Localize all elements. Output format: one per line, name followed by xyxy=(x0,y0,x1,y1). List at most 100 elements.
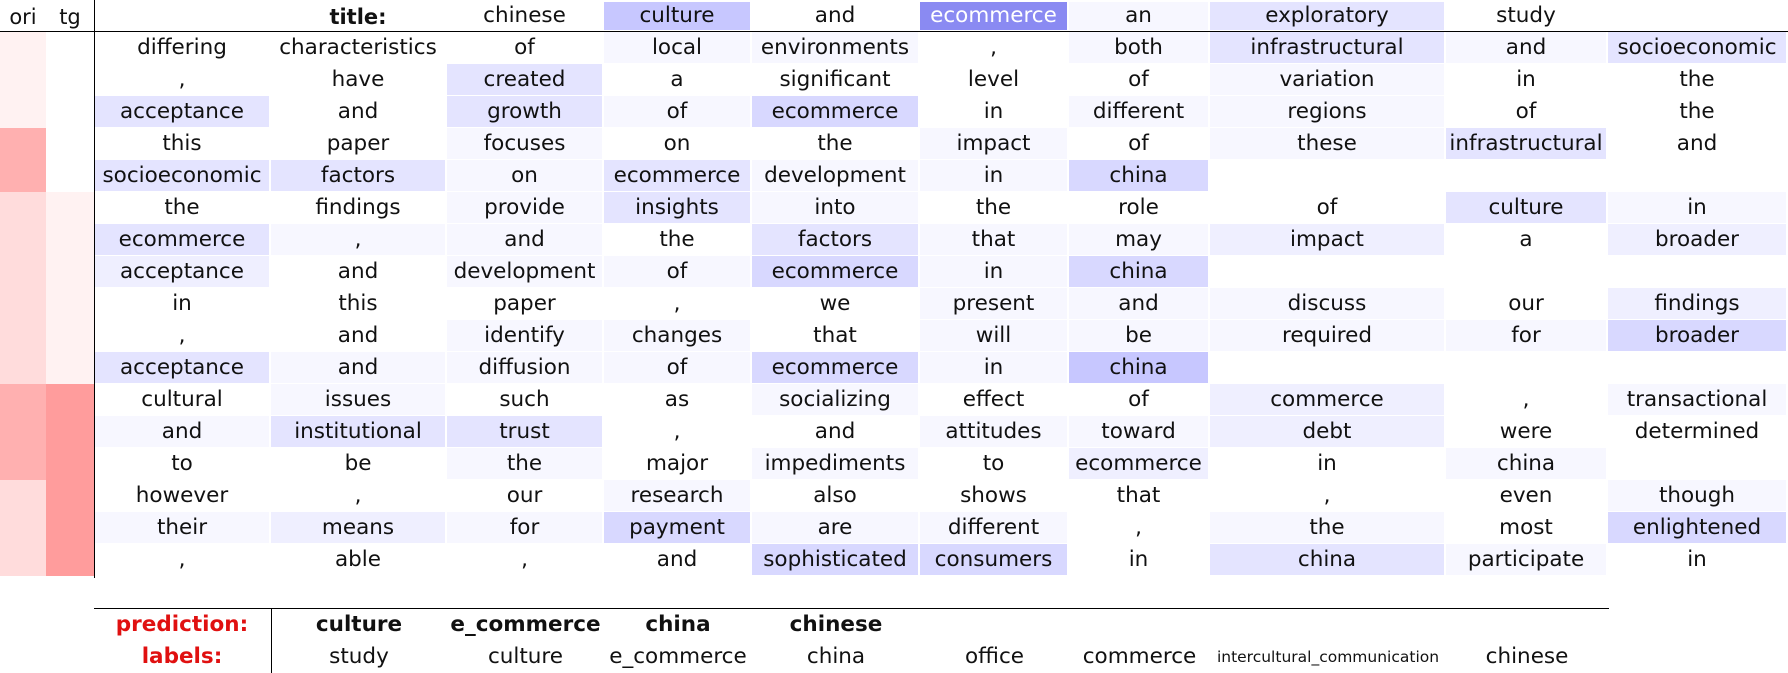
token-cell: , xyxy=(1446,384,1606,415)
token-cell: in xyxy=(1446,64,1606,95)
token-cell: and xyxy=(1446,32,1606,63)
label-item: chinese xyxy=(1485,644,1569,669)
strip-cell-ori xyxy=(0,448,46,480)
token-cell: role xyxy=(1069,192,1208,223)
token-cell: sophisticated xyxy=(752,544,918,575)
strip-cell-tg xyxy=(46,416,94,448)
token-cell: issues xyxy=(271,384,445,415)
token-cell: be xyxy=(271,448,445,479)
token-cell: in xyxy=(1210,448,1444,479)
token-cell: in xyxy=(920,352,1067,383)
token-cell xyxy=(1210,352,1444,383)
token-cell: on xyxy=(447,160,602,191)
token-cell: socializing xyxy=(752,384,918,415)
token-cell: development xyxy=(752,160,918,191)
token-cell: their xyxy=(95,512,269,543)
token-cell: of xyxy=(1069,384,1208,415)
label-item: e_commerce xyxy=(609,644,747,669)
token-cell xyxy=(1446,256,1606,287)
token-cell: , xyxy=(271,480,445,511)
token-cell: factors xyxy=(271,160,445,191)
strip-cell-ori xyxy=(0,320,46,352)
token-cell: the xyxy=(447,448,602,479)
strip-cell-ori xyxy=(0,384,46,416)
title-label: title: xyxy=(329,5,387,29)
token-cell: , xyxy=(1069,512,1208,543)
token-cell: and xyxy=(271,256,445,287)
label-item: intercultural_communication xyxy=(1216,648,1440,666)
strip-cell-tg xyxy=(46,96,94,128)
token-cell: impact xyxy=(920,128,1067,159)
token-cell: are xyxy=(752,512,918,543)
strip-cell-tg xyxy=(46,544,94,576)
prediction-item: china xyxy=(645,612,711,637)
token-cell: and xyxy=(604,544,750,575)
token-cell: the xyxy=(1608,64,1786,95)
label-item: study xyxy=(329,644,389,669)
token-cell: characteristics xyxy=(271,32,445,63)
token-cell: cultural xyxy=(95,384,269,415)
token-cell: insights xyxy=(604,192,750,223)
token-cell xyxy=(1210,160,1444,191)
token-cell: impact xyxy=(1210,224,1444,255)
title-token: study xyxy=(1446,2,1606,30)
token-cell: consumers xyxy=(920,544,1067,575)
token-cell: different xyxy=(1069,96,1208,127)
token-cell: also xyxy=(752,480,918,511)
header-tg: tg xyxy=(59,5,81,29)
token-cell: infrastructural xyxy=(1210,32,1444,63)
header-rule xyxy=(0,31,1788,32)
token-cell: of xyxy=(1069,64,1208,95)
token-cell: in xyxy=(1608,544,1786,575)
token-cell: able xyxy=(271,544,445,575)
label-item: office xyxy=(965,644,1024,669)
token-cell xyxy=(1608,256,1786,287)
token-cell: attitudes xyxy=(920,416,1067,447)
token-cell: growth xyxy=(447,96,602,127)
token-cell: as xyxy=(604,384,750,415)
token-cell: research xyxy=(604,480,750,511)
prediction-item: e_commerce xyxy=(450,612,601,637)
token-cell: acceptance xyxy=(95,352,269,383)
bottom-divider xyxy=(271,608,272,673)
prediction-item: chinese xyxy=(789,612,883,637)
title-token: ecommerce xyxy=(920,2,1067,30)
token-cell: participate xyxy=(1446,544,1606,575)
token-cell: china xyxy=(1069,160,1208,191)
token-cell: though xyxy=(1608,480,1786,511)
token-cell: regions xyxy=(1210,96,1444,127)
strip-cell-ori xyxy=(0,160,46,192)
token-cell xyxy=(1446,352,1606,383)
token-cell: this xyxy=(271,288,445,319)
token-cell: of xyxy=(1069,128,1208,159)
token-cell: on xyxy=(604,128,750,159)
strip-cell-ori xyxy=(0,416,46,448)
token-cell: level xyxy=(920,64,1067,95)
token-cell: focuses xyxy=(447,128,602,159)
token-cell: into xyxy=(752,192,918,223)
token-cell xyxy=(1210,256,1444,287)
token-cell: we xyxy=(752,288,918,319)
token-cell: that xyxy=(920,224,1067,255)
token-cell: of xyxy=(604,352,750,383)
token-cell: china xyxy=(1446,448,1606,479)
token-cell: ecommerce xyxy=(752,352,918,383)
token-cell: effect xyxy=(920,384,1067,415)
token-cell xyxy=(1608,160,1786,191)
token-cell: means xyxy=(271,512,445,543)
token-cell: ecommerce xyxy=(752,96,918,127)
strip-cell-tg xyxy=(46,160,94,192)
token-cell: however xyxy=(95,480,269,511)
strip-cell-ori xyxy=(0,128,46,160)
token-cell: of xyxy=(604,256,750,287)
token-cell: china xyxy=(1210,544,1444,575)
token-cell: in xyxy=(920,96,1067,127)
strip-cell-tg xyxy=(46,256,94,288)
token-cell: the xyxy=(920,192,1067,223)
strip-cell-ori xyxy=(0,96,46,128)
label-item: culture xyxy=(487,644,564,669)
token-cell: broader xyxy=(1608,320,1786,351)
token-cell: ecommerce xyxy=(604,160,750,191)
token-cell: , xyxy=(271,224,445,255)
